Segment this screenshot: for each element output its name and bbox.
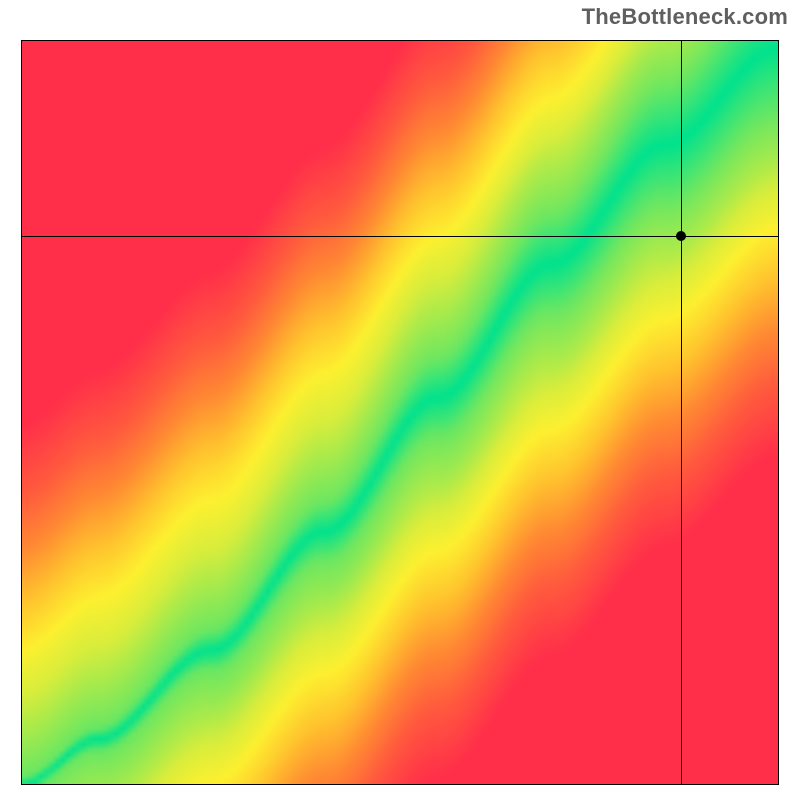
attribution-label: TheBottleneck.com <box>582 4 788 30</box>
heatmap-canvas <box>22 41 778 784</box>
bottleneck-heatmap <box>21 40 779 785</box>
